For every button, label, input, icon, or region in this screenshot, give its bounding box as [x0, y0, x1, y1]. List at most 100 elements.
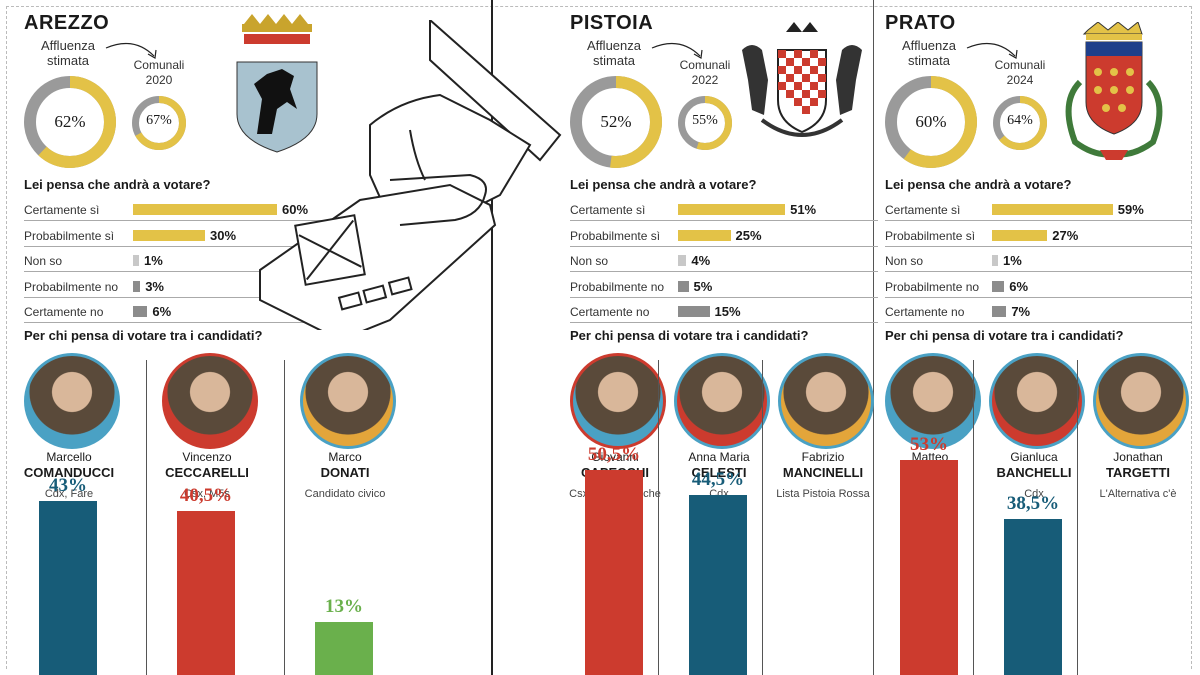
arezzo-candidate-portrait [162, 353, 258, 449]
arezzo-affluenza-donut-value: 62% [54, 112, 86, 131]
pistoia-turnout-bar [678, 255, 687, 266]
arezzo-turnout-row-line [24, 271, 333, 272]
arezzo-candidate-party: Candidato civico [304, 488, 386, 500]
pistoia-candidate-portrait [570, 353, 666, 449]
arezzo-candidate-portrait [300, 353, 396, 449]
candidate-first-name: Giovanni [591, 450, 639, 464]
prato-turnout-value: 6% [1009, 278, 1029, 294]
arezzo-arrow-icon [105, 42, 157, 59]
pistoia-turnout-value: 15% [714, 304, 741, 319]
prato-turnout-row-line [885, 245, 1192, 247]
pistoia-turnout-row-line [570, 296, 878, 298]
arezzo-affluenza-donut-fill [24, 76, 116, 168]
prato-turnout-bar [992, 280, 1005, 292]
pistoia-turnout-value: 5% [693, 278, 713, 294]
arezzo-turnout-bar [133, 306, 148, 317]
arezzo-previous-donut-value: 67% [146, 113, 172, 128]
pistoia-turnout-bar [678, 204, 786, 215]
arezzo-candidate-name: Marco DONATI [285, 450, 405, 481]
prato-candidate-portrait [989, 353, 1085, 449]
prato-turnout-row-line [885, 322, 1192, 323]
prato-city-title: PRATO [885, 12, 956, 34]
arezzo-turnout-row-line [24, 220, 333, 221]
arezzo-turnout-value: 6% [152, 304, 172, 319]
pistoia-turnout-question: Lei pensa che andrà a votare? [570, 177, 757, 192]
pistoia-arrow-icon [651, 42, 703, 59]
arezzo-affluenza-donut [24, 76, 116, 168]
candidate-first-name: Anna Maria [688, 450, 750, 464]
arezzo-turnout-row-label: Certamente sì [24, 203, 100, 217]
pistoia-turnout-row-line [570, 245, 878, 247]
prato-candidate-vote-bar [900, 460, 958, 675]
arezzo-candidate-vote-bar [177, 510, 235, 675]
prato-turnout-row-label: Certamente no [885, 305, 965, 319]
pistoia-candidate-vote-bar [689, 494, 747, 675]
arezzo-candidate-name: Marcello COMANDUCCI [9, 450, 129, 481]
arezzo-turnout-value: 30% [210, 227, 237, 243]
candidate-last-name: TARGETTI [1105, 465, 1171, 480]
arezzo-turnout-bar [133, 255, 139, 266]
arezzo-turnout-bar [133, 229, 205, 241]
pistoia-candidate-vote-value: 44,5% [691, 468, 745, 490]
prato-turnout-row-label: Certamente sì [885, 203, 961, 217]
pistoia-previous-donut-fill [678, 96, 732, 150]
arezzo-turnout-bar [133, 204, 277, 215]
arezzo-affluenza-label: Affluenza stimata [41, 38, 95, 68]
arezzo-turnout-row-label: Certamente no [24, 305, 104, 319]
arezzo-candidate-party: Csx, M5s [184, 488, 230, 500]
arezzo-candidate-separator [146, 360, 147, 675]
prato-candidate-name: Jonathan TARGETTI [1078, 450, 1198, 481]
prato-candidate-party: L'Alternativa c'è [1099, 488, 1177, 500]
prato-turnout-bar [992, 306, 1007, 317]
pistoia-coat-of-arms [742, 22, 862, 137]
pistoia-candidate-question: Per chi pensa di votare tra i candidati? [570, 328, 809, 343]
arezzo-turnout-row-label: Non so [24, 254, 63, 268]
pistoia-affluenza-donut-fill [570, 76, 662, 168]
candidate-last-name: COMANDUCCI [23, 465, 115, 480]
prato-turnout-value: 59% [1117, 202, 1144, 217]
arezzo-turnout-value: 3% [145, 278, 164, 294]
prato-candidate-separator [1077, 360, 1078, 675]
prato-turnout-row-line [885, 271, 1192, 272]
prato-previous-donut-value: 64% [1007, 113, 1033, 128]
candidate-last-name: MANCINELLI [782, 465, 864, 480]
pistoia-candidate-separator [762, 360, 763, 675]
pistoia-candidate-vote-bar [585, 470, 643, 675]
prato-turnout-question: Lei pensa che andrà a votare? [885, 177, 1072, 192]
arezzo-previous-label: Comunali 2020 [133, 58, 185, 87]
infographic-frame [6, 6, 1192, 669]
arezzo-candidate-vote-value: 13% [325, 596, 363, 618]
arezzo-turnout-row-label: Probabilmente sì [24, 228, 115, 243]
prato-turnout-bar [992, 229, 1048, 241]
candidate-first-name: Vincenzo [182, 450, 232, 464]
pistoia-previous-label: Comunali 2022 [679, 58, 731, 87]
candidate-last-name: CECCARELLI [165, 465, 249, 480]
arezzo-turnout-bar [133, 280, 141, 292]
pistoia-candidate-separator [658, 360, 659, 675]
candidate-first-name: Gianluca [1010, 450, 1058, 464]
pistoia-previous-donut-value: 55% [692, 113, 718, 128]
arezzo-candidate-vote-bar [315, 622, 373, 675]
pistoia-affluenza-donut-value: 52% [600, 112, 632, 131]
pistoia-candidate-name: Anna Maria CELESTI [659, 450, 779, 481]
arezzo-turnout-row-line [24, 245, 333, 247]
pistoia-turnout-row-label: Probabilmente sì [570, 228, 661, 243]
prato-previous-label: Comunali 2024 [994, 58, 1046, 87]
pistoia-candidate-portrait [674, 353, 770, 449]
arezzo-previous-donut [132, 96, 186, 150]
arezzo-turnout-value: 1% [144, 253, 163, 268]
candidate-first-name: Jonathan [1113, 450, 1163, 464]
prato-coat-of-arms [1065, 22, 1163, 160]
prato-turnout-value: 7% [1011, 304, 1031, 319]
divider-arezzo-pistoia [491, 0, 493, 675]
candidate-first-name: Fabrizio [801, 450, 845, 464]
arezzo-coat-of-arms [236, 14, 318, 153]
arezzo-turnout-row-line [24, 296, 333, 298]
prato-turnout-row-label: Non so [885, 254, 924, 268]
candidate-first-name: Marcello [46, 450, 92, 464]
ballot-hand-illustration [259, 20, 562, 330]
prato-affluenza-donut-fill [885, 76, 977, 168]
pistoia-affluenza-label: Affluenza stimata [587, 38, 641, 68]
prato-candidate-question: Per chi pensa di votare tra i candidati? [885, 328, 1124, 343]
prato-candidate-party: Cdx [1024, 488, 1044, 500]
